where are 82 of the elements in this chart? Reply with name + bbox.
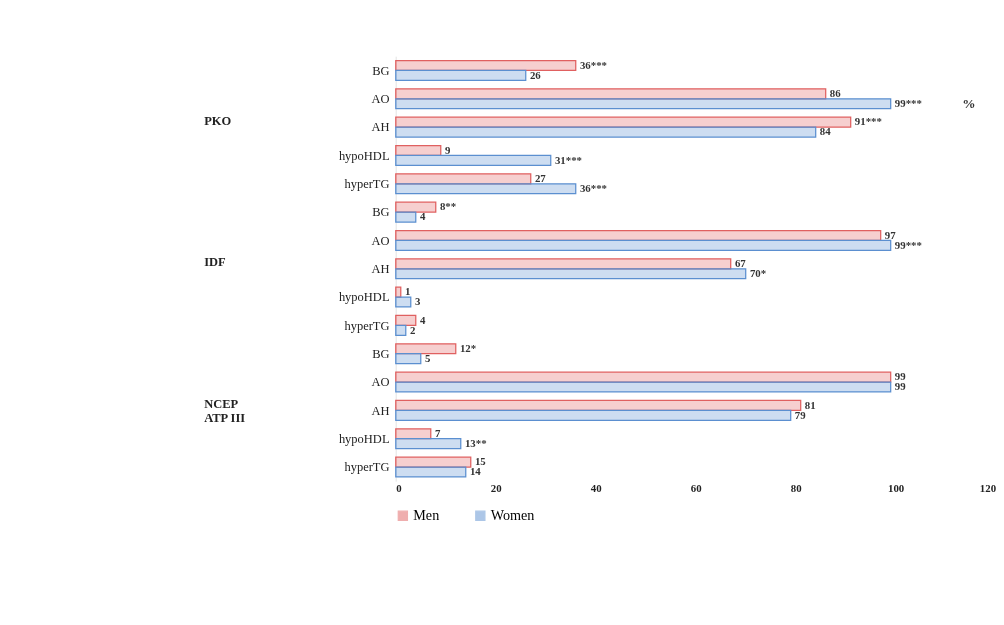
- bar: [395, 438, 462, 450]
- bar: [395, 456, 472, 468]
- y-tick-label: hypoHDL: [338, 148, 390, 163]
- bar: [395, 343, 457, 355]
- data-label: 84: [819, 125, 832, 138]
- x-tick-label: 20: [490, 481, 502, 494]
- text: PKO: [204, 113, 232, 128]
- bar: [395, 296, 412, 308]
- bar: [395, 409, 792, 421]
- data-label: 1: [404, 285, 411, 298]
- data-label: 3: [414, 295, 421, 308]
- bar: [395, 314, 417, 327]
- x-tick-label: 120: [979, 481, 997, 494]
- y-tick-label: hypoHDL: [338, 431, 390, 446]
- data-label: 13**: [464, 437, 487, 450]
- data-label: 27: [534, 172, 547, 185]
- text: IDF: [204, 255, 227, 270]
- data-label: 99***: [894, 238, 922, 251]
- legend-label: Women: [490, 506, 535, 523]
- data-label: 81: [804, 398, 816, 411]
- bar: [395, 154, 552, 166]
- x-tick-label: 60: [690, 481, 702, 494]
- y-tick-label: AH: [371, 120, 390, 135]
- data-label: 67: [734, 257, 747, 270]
- data-label: 5: [424, 352, 431, 365]
- y-tick-label: hyperTG: [344, 460, 390, 475]
- x-tick-label: 40: [590, 481, 602, 494]
- y-tick-label: AO: [371, 375, 390, 390]
- data-label: 79: [794, 408, 807, 421]
- bar: [395, 381, 892, 393]
- data-label: 15: [474, 455, 487, 468]
- data-label: 12*: [459, 342, 477, 355]
- y-tick-label: hyperTG: [344, 318, 390, 333]
- data-label: 36***: [579, 58, 607, 71]
- x-tick-label: 80: [790, 481, 802, 494]
- bar: [395, 239, 892, 251]
- legend-label: Men: [413, 506, 440, 523]
- bar: [395, 126, 817, 138]
- y-tick-label: hyperTG: [344, 176, 390, 191]
- bar: [395, 229, 882, 242]
- x-tick-label: 100: [887, 481, 905, 494]
- bar: [395, 183, 577, 195]
- data-label: 31***: [554, 153, 582, 166]
- y-tick-label: AO: [371, 91, 390, 106]
- y-tick-label: BG: [372, 205, 390, 220]
- data-label: 2: [409, 323, 416, 336]
- bar: [395, 268, 747, 280]
- data-label: 36***: [579, 182, 607, 195]
- y-tick-label: BG: [372, 63, 390, 78]
- bar: [395, 258, 732, 270]
- data-label: 70*: [749, 267, 767, 280]
- data-label: 99***: [894, 97, 922, 110]
- bar: [395, 173, 532, 185]
- data-label: 8**: [439, 200, 457, 213]
- bar: [395, 98, 892, 110]
- bar: [395, 353, 422, 365]
- bar: [395, 88, 827, 100]
- bar: [395, 466, 467, 478]
- text: NCEP ATP III: [204, 396, 246, 426]
- y-tick-label: AH: [371, 403, 390, 418]
- data-label: 99: [894, 370, 907, 383]
- bar: [395, 211, 417, 223]
- bar: [395, 399, 802, 412]
- annotation: %: [962, 95, 976, 111]
- y-tick-label: hypoHDL: [338, 290, 390, 305]
- data-label: 97: [884, 228, 897, 241]
- data-label: 4: [419, 210, 426, 223]
- data-label: 26: [529, 68, 542, 81]
- bar: [395, 69, 527, 81]
- data-label: 91***: [854, 115, 882, 128]
- bar: [395, 59, 577, 72]
- bar: [395, 324, 407, 336]
- x-tick-label: 0: [396, 481, 402, 494]
- data-label: 7: [434, 427, 441, 440]
- data-label: 99: [894, 380, 907, 393]
- data-label: 14: [469, 465, 482, 478]
- data-label: 4: [419, 313, 426, 326]
- y-tick-label: AH: [371, 261, 390, 276]
- y-tick-label: AO: [371, 233, 390, 248]
- data-label: 86: [829, 87, 842, 100]
- data-label: 9: [444, 143, 451, 156]
- y-tick-label: BG: [372, 346, 390, 361]
